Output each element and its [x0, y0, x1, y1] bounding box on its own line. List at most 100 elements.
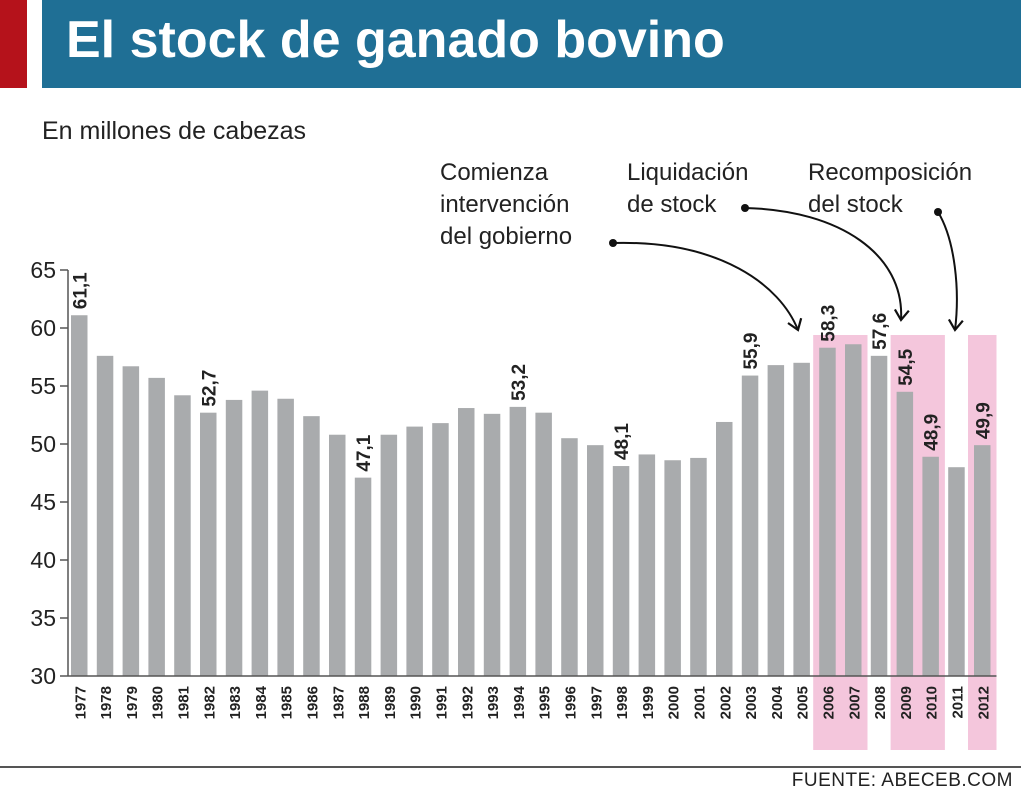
- bar-2004: [767, 365, 785, 676]
- data-label-2003: 55,9: [741, 333, 762, 370]
- header-accent: [0, 0, 27, 88]
- source-note: FUENTE: ABECEB.COM: [791, 770, 1013, 791]
- data-label-1994: 53,2: [509, 364, 530, 401]
- bar-1995: [535, 412, 552, 676]
- bar-2002: [716, 421, 733, 676]
- bar-1979: [122, 366, 140, 676]
- bar-1991: [432, 423, 449, 676]
- bar-1982: [200, 412, 217, 676]
- bar-2006: [819, 347, 836, 676]
- x-tick-label: 1985: [279, 686, 296, 719]
- x-tick-label: 2006: [820, 686, 837, 719]
- annotation-arrow: [744, 207, 903, 321]
- data-label-1998: 48,1: [612, 423, 633, 460]
- y-tick-label: 60: [30, 315, 56, 341]
- bar-2000: [664, 460, 681, 676]
- x-tick-label: 2005: [795, 686, 812, 719]
- x-tick-label: 2011: [949, 686, 966, 719]
- annotation-line: de stock: [627, 191, 717, 218]
- y-tick-label: 30: [30, 663, 56, 689]
- bar-2012: [974, 445, 991, 676]
- x-tick-label: 1981: [175, 686, 192, 719]
- annotation-line: Recomposición: [808, 159, 972, 186]
- y-tick-label: 35: [30, 605, 56, 631]
- bar-1996: [561, 438, 578, 676]
- x-tick-label: 1977: [72, 686, 89, 719]
- chart-subtitle: En millones de cabezas: [42, 117, 307, 145]
- arrowhead: [787, 317, 803, 332]
- annotation-line: Liquidación: [627, 159, 748, 186]
- bar-1999: [638, 454, 656, 676]
- data-label-1977: 61,1: [70, 272, 91, 309]
- x-tick-label: 1999: [640, 686, 657, 719]
- bar-1994: [509, 406, 527, 676]
- bar-chart: 30 35 40 45 50 55 60 65 1977 1978 1979 1980 1981 1982…: [30, 159, 997, 750]
- y-tick-label: 40: [30, 547, 56, 573]
- x-tick-label: 1997: [588, 686, 605, 719]
- x-tick-label: 2012: [975, 686, 992, 719]
- annotation-line: del gobierno: [440, 223, 572, 250]
- x-tick-label: 1992: [459, 686, 476, 719]
- bar-2008: [870, 355, 888, 676]
- x-tick-label: 2003: [743, 686, 760, 719]
- annotation-dot: [934, 208, 942, 216]
- x-tick-label: 2010: [924, 686, 941, 719]
- bar-1997: [587, 445, 604, 676]
- arrowhead: [893, 308, 910, 322]
- annotation-arrow: [612, 241, 799, 331]
- data-label-2006: 58,3: [818, 305, 839, 342]
- annotation-arrow: [937, 211, 958, 331]
- bar-1977: [71, 315, 88, 676]
- x-tick-label: 1983: [227, 686, 244, 719]
- y-tick-label: 45: [30, 489, 56, 515]
- x-tick-label: 1993: [485, 686, 502, 719]
- x-tick-label: 1995: [537, 686, 554, 719]
- bar-1998: [612, 466, 630, 676]
- bar-1992: [458, 408, 475, 676]
- footer-divider: [0, 766, 1021, 768]
- y-tick-label: 65: [30, 257, 56, 283]
- bar-2011: [948, 467, 965, 676]
- arrowhead: [947, 318, 964, 332]
- bar-1981: [174, 395, 191, 676]
- annotation-dot: [609, 239, 617, 247]
- x-tick-label: 1982: [201, 686, 218, 719]
- x-tick-label: 1998: [614, 686, 631, 719]
- bar-1989: [380, 434, 398, 676]
- x-tick-label: 2009: [898, 686, 915, 719]
- data-label-2008: 57,6: [870, 313, 891, 350]
- bar-1978: [96, 355, 114, 676]
- bar-2007: [845, 344, 862, 676]
- data-label-1988: 47,1: [354, 434, 375, 471]
- data-label-2009: 54,5: [896, 348, 917, 385]
- annotation-line: Comienza: [440, 159, 549, 186]
- bar-2005: [793, 362, 810, 676]
- y-tick-label: 55: [30, 373, 56, 399]
- bar-1986: [303, 416, 320, 676]
- bar-1990: [406, 426, 423, 676]
- x-tick-label: 2008: [872, 686, 889, 719]
- chart-title: El stock de ganado bovino: [66, 11, 725, 69]
- x-tick-label: 1980: [150, 686, 167, 719]
- bar-1985: [277, 398, 294, 676]
- x-tick-label: 1978: [98, 686, 115, 719]
- annotation-dot: [741, 204, 749, 212]
- bar-2009: [896, 391, 914, 676]
- x-tick-label: 1994: [511, 685, 528, 719]
- x-tick-label: 1986: [304, 686, 321, 719]
- bar-1980: [148, 377, 165, 676]
- data-label-2012: 49,9: [973, 402, 994, 439]
- bar-2010: [922, 456, 939, 676]
- x-tick-label: 1990: [408, 686, 425, 719]
- x-tick-label: 1984: [253, 685, 270, 719]
- bar-2003: [741, 375, 759, 676]
- bar-1988: [354, 477, 372, 676]
- x-tick-label: 2004: [769, 685, 786, 719]
- x-tick-label: 1988: [356, 686, 373, 719]
- x-tick-label: 2002: [717, 686, 734, 719]
- y-tick-label: 50: [30, 431, 56, 457]
- x-tick-label: 1991: [433, 686, 450, 719]
- bar-1987: [329, 434, 346, 676]
- x-tick-label: 1987: [330, 686, 347, 719]
- bar-2001: [690, 457, 707, 676]
